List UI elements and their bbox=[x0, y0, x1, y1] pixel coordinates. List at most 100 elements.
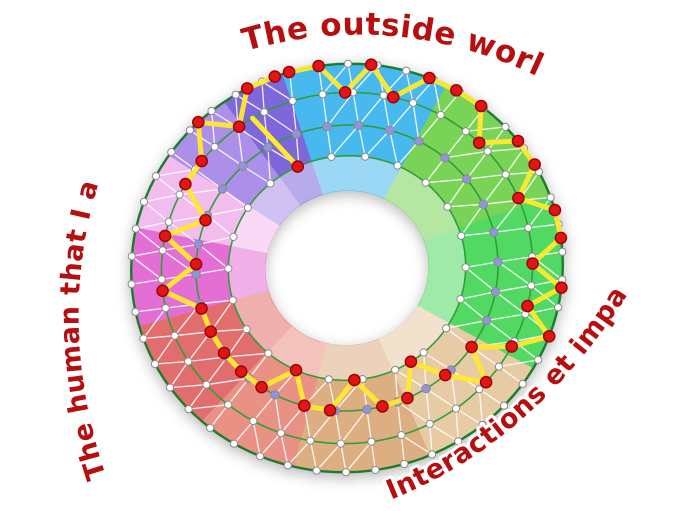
node bbox=[242, 325, 251, 334]
red-node bbox=[512, 191, 525, 205]
node bbox=[276, 429, 285, 438]
mesh-line bbox=[168, 221, 199, 245]
red-node bbox=[291, 160, 305, 173]
mesh-line bbox=[233, 420, 254, 445]
node bbox=[283, 461, 292, 470]
mesh-line bbox=[370, 441, 377, 471]
node bbox=[249, 416, 258, 426]
red-node bbox=[401, 391, 414, 405]
mesh-line bbox=[205, 356, 228, 386]
mesh-line bbox=[425, 157, 446, 184]
mesh-line bbox=[206, 214, 234, 238]
node bbox=[318, 90, 327, 99]
mesh-line bbox=[394, 369, 399, 402]
mesh-line bbox=[334, 410, 342, 444]
node bbox=[175, 190, 184, 199]
node bbox=[185, 126, 195, 135]
node bbox=[127, 252, 136, 261]
mesh-line bbox=[461, 231, 494, 237]
mesh-line bbox=[169, 361, 189, 388]
mesh-line bbox=[444, 150, 488, 159]
mesh-line bbox=[486, 313, 526, 322]
node bbox=[264, 349, 273, 358]
node bbox=[327, 152, 336, 161]
mesh-line bbox=[444, 130, 467, 159]
node bbox=[270, 390, 280, 400]
node bbox=[361, 152, 370, 161]
node bbox=[312, 466, 321, 475]
mesh-line bbox=[143, 193, 180, 203]
red-node bbox=[156, 284, 169, 298]
node bbox=[161, 304, 170, 313]
mesh-line bbox=[531, 279, 563, 287]
node bbox=[494, 362, 503, 371]
mesh-line bbox=[465, 126, 506, 132]
node bbox=[263, 142, 273, 153]
mesh-line bbox=[465, 266, 496, 293]
node bbox=[166, 383, 175, 392]
mesh-line bbox=[326, 92, 354, 127]
node bbox=[518, 379, 527, 388]
mesh-line bbox=[189, 129, 216, 148]
node bbox=[202, 380, 211, 389]
node bbox=[158, 246, 167, 255]
red-node bbox=[511, 134, 525, 148]
node bbox=[461, 127, 470, 136]
node bbox=[139, 334, 148, 343]
mesh-line bbox=[248, 352, 269, 379]
mesh-line bbox=[227, 352, 269, 358]
red-node bbox=[191, 115, 205, 129]
red-node bbox=[255, 380, 268, 394]
red-node bbox=[195, 302, 208, 315]
red-node bbox=[189, 257, 203, 271]
node bbox=[224, 400, 233, 409]
red-node bbox=[479, 375, 493, 389]
node bbox=[324, 375, 333, 384]
red-node bbox=[423, 71, 436, 85]
node bbox=[391, 365, 400, 374]
node bbox=[170, 331, 179, 340]
label-human-text: The human that I am bbox=[0, 0, 113, 484]
mesh-line bbox=[478, 388, 505, 407]
mesh-line bbox=[433, 79, 442, 116]
node bbox=[478, 199, 488, 210]
node bbox=[546, 193, 555, 202]
node bbox=[206, 423, 215, 432]
mesh-line bbox=[206, 377, 250, 386]
mesh-line bbox=[237, 127, 244, 167]
mesh-line bbox=[274, 394, 282, 434]
red-node bbox=[289, 363, 303, 377]
red-node bbox=[554, 231, 568, 245]
mesh-line bbox=[135, 228, 164, 251]
red-node bbox=[179, 177, 192, 191]
mesh-line bbox=[532, 251, 563, 258]
mesh-line bbox=[366, 409, 373, 442]
node bbox=[238, 161, 248, 171]
node bbox=[306, 436, 315, 445]
node bbox=[443, 202, 452, 211]
node bbox=[501, 122, 510, 132]
red-node bbox=[386, 90, 400, 104]
mesh-line bbox=[235, 94, 265, 113]
node bbox=[442, 324, 451, 333]
node bbox=[527, 281, 536, 290]
yellow-segment bbox=[250, 115, 301, 170]
node bbox=[427, 450, 437, 459]
mesh-line bbox=[425, 388, 457, 410]
node bbox=[343, 59, 353, 68]
node bbox=[131, 307, 140, 316]
mesh-line bbox=[261, 81, 265, 113]
node bbox=[524, 223, 533, 232]
red-node bbox=[555, 281, 568, 295]
mesh-line bbox=[495, 284, 532, 293]
mesh-line bbox=[340, 443, 347, 473]
mesh-line bbox=[495, 291, 526, 315]
node bbox=[243, 203, 252, 212]
mesh-line bbox=[382, 95, 391, 131]
red-node bbox=[449, 84, 463, 97]
mesh-line bbox=[429, 423, 433, 455]
node bbox=[490, 287, 501, 297]
node bbox=[454, 437, 463, 446]
node bbox=[534, 355, 543, 364]
node bbox=[139, 197, 149, 206]
